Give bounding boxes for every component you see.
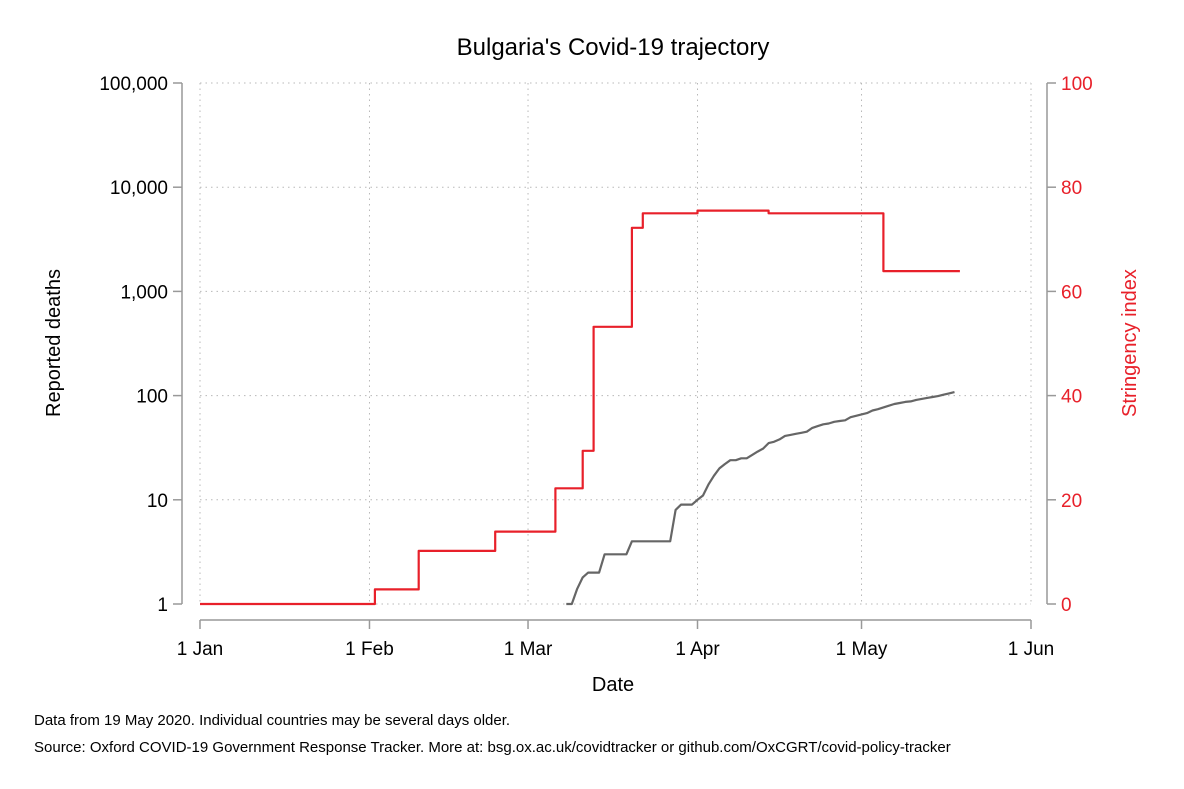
right-tick-label-5: 100 xyxy=(1061,74,1093,95)
x-tick-label-1: 1 Feb xyxy=(345,639,394,660)
covid-trajectory-chart: Bulgaria's Covid-19 trajectory 1 10 100 1,0… xyxy=(43,34,1141,696)
x-tick-label-0: 1 Jan xyxy=(177,639,223,660)
gridlines xyxy=(199,82,1032,605)
data-date-note: Data from 19 May 2020. Individual countr… xyxy=(34,712,511,729)
right-tick-label-4: 80 xyxy=(1061,178,1082,199)
axes xyxy=(173,82,1056,629)
left-tick-label-5: 100,000 xyxy=(99,74,168,95)
right-tick-label-0: 0 xyxy=(1061,595,1072,616)
x-tick-label-3: 1 Apr xyxy=(675,639,720,660)
x-tick-label-5: 1 Jun xyxy=(1008,639,1054,660)
left-tick-label-4: 10,000 xyxy=(110,178,168,199)
left-tick-label-3: 1,000 xyxy=(120,282,168,303)
x-tick-label-2: 1 Mar xyxy=(504,639,553,660)
left-tick-label-1: 10 xyxy=(147,491,168,512)
left-axis-title: Reported deaths xyxy=(43,269,65,417)
stringency-index-line xyxy=(200,209,960,606)
source-note: Source: Oxford COVID-19 Government Respo… xyxy=(34,739,951,756)
right-tick-label-1: 20 xyxy=(1061,491,1082,512)
data-series xyxy=(200,209,960,606)
right-tick-label-3: 60 xyxy=(1061,282,1082,303)
chart-title: Bulgaria's Covid-19 trajectory xyxy=(457,34,770,61)
reported-deaths-line xyxy=(566,391,955,606)
left-tick-label-2: 100 xyxy=(136,387,168,408)
tick-labels: 1 10 100 1,000 10,000 100,000 0 20 40 60 80 100 1 Ja… xyxy=(99,74,1092,660)
x-tick-label-4: 1 May xyxy=(836,639,888,660)
left-tick-label-0: 1 xyxy=(157,595,168,616)
right-axis-title: Stringency index xyxy=(1119,269,1141,417)
x-axis-title: Date xyxy=(592,674,634,696)
right-tick-label-2: 40 xyxy=(1061,387,1082,408)
